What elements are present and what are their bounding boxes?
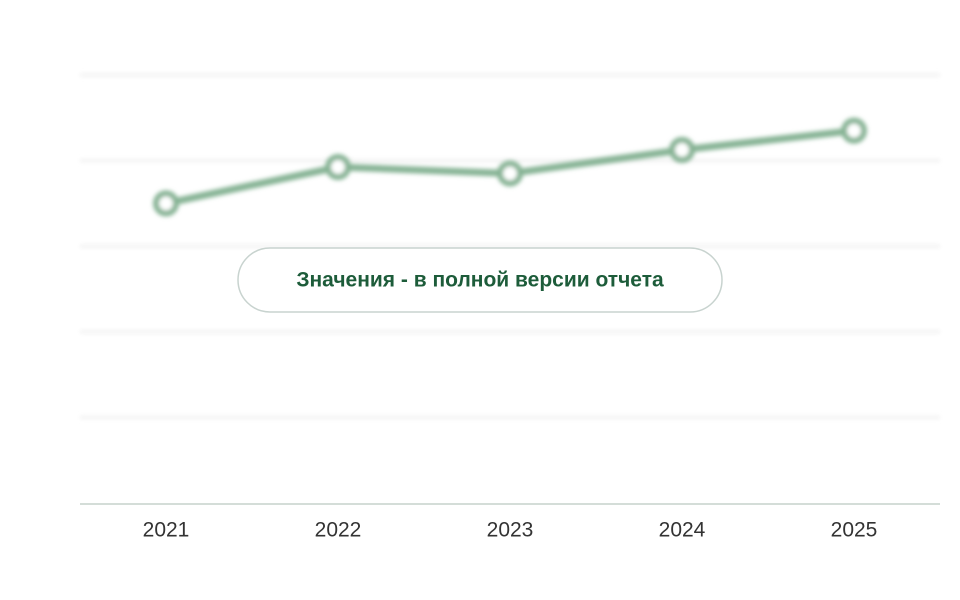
- point: [841, 117, 867, 144]
- overlay-button[interactable]: Значения - в полной версии отчета: [237, 247, 723, 313]
- point: [497, 160, 523, 187]
- point: [669, 136, 695, 163]
- point: [153, 190, 179, 217]
- plot: [153, 117, 867, 217]
- grid: [80, 73, 940, 419]
- point: [325, 154, 351, 181]
- x-tick-label: 2024: [659, 519, 706, 542]
- x-tick-label: 2022: [315, 519, 362, 542]
- x-tick-label: 2023: [487, 519, 534, 542]
- x-tick-label: 2021: [143, 519, 190, 542]
- button-text[interactable]: Значения - в полной версии отчета: [296, 269, 664, 292]
- x-tick-label: 2025: [831, 519, 878, 542]
- button-bg[interactable]: [237, 247, 723, 313]
- labels: 2021 2022 2023 2024 2025: [143, 519, 878, 542]
